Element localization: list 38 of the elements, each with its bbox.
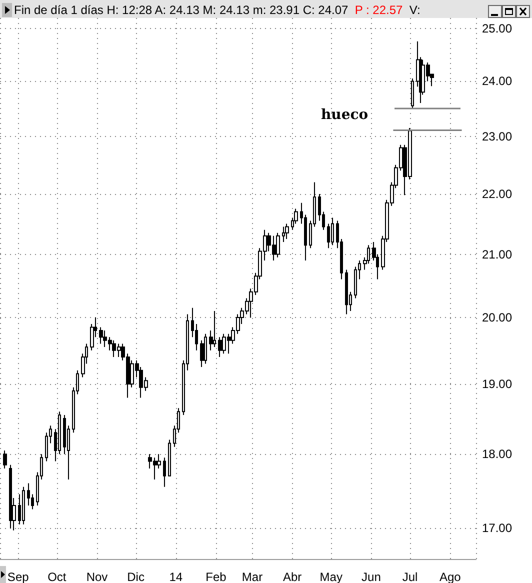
text: V:: [408, 3, 420, 18]
x-tick-label: Abr: [282, 570, 302, 583]
candlestick: [411, 78, 414, 110]
x-tick-label: Jun: [362, 570, 381, 583]
y-tick-label: 24.00: [482, 74, 512, 88]
candlestick: [168, 439, 171, 476]
y-tick-label: 25.00: [482, 21, 512, 36]
y-tick-label: 23.00: [482, 129, 512, 144]
x-tick-label: 14: [169, 570, 183, 583]
x-tick-label: Jul: [402, 570, 418, 583]
candlestick: [282, 226, 285, 243]
text: P : 22.57: [354, 3, 403, 18]
candlestick: [285, 223, 289, 240]
candlestick: [99, 326, 103, 344]
y-tick-label: 21.00: [482, 247, 512, 262]
candlestick: [163, 457, 166, 488]
y-tick-label: 22.00: [482, 186, 512, 201]
candlestick: [204, 333, 207, 364]
candlestick: [218, 336, 222, 358]
candlestick: [3, 450, 7, 470]
y-tick-label: 19.00: [482, 376, 512, 391]
x-tick-label: Feb: [206, 570, 227, 583]
candlestick: [22, 486, 25, 525]
candlestick: [345, 269, 348, 315]
y-tick-label: 20.00: [482, 310, 512, 325]
y-tick-label: 18.00: [482, 447, 512, 462]
candlestick: [27, 482, 30, 506]
x-tick-label: Oct: [48, 570, 67, 583]
candlestick: [9, 464, 12, 529]
x-tick-label: Dic: [127, 570, 144, 583]
candlestick: [331, 217, 334, 246]
y-tick-label: 17.00: [482, 521, 512, 536]
x-tick-label: Mar: [242, 570, 263, 583]
x-tick-label: Nov: [86, 570, 108, 583]
candlestick: [276, 232, 280, 258]
candlestick: [213, 310, 216, 348]
chart-title: Fin de día 1 días H: 12:28 A: 24.13 M: 24.13 m: 23.91 C: 24.07: [14, 2, 348, 17]
annotation: hueco: [321, 107, 368, 123]
